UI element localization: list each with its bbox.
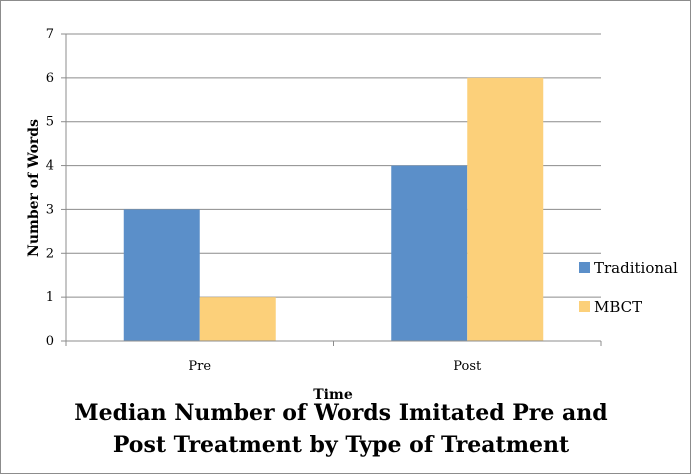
bars (123, 77, 544, 341)
chart-title: Median Number of Words Imitated Pre and … (74, 400, 608, 458)
y-tick-label: 2 (46, 246, 54, 261)
x-tick-labels: Pre Post (188, 359, 482, 374)
y-tick-label: 5 (46, 115, 54, 130)
x-axis-title: Time (313, 387, 353, 403)
legend: Traditional MBCT (579, 259, 678, 316)
axes (65, 34, 601, 342)
bar-traditional-post (391, 165, 468, 341)
y-tick-label: 4 (46, 159, 54, 174)
bar-mbct-pre (199, 297, 276, 341)
y-axis-title: Number of Words (26, 119, 42, 257)
y-tick-label: 1 (46, 290, 54, 305)
legend-swatch-traditional (579, 262, 590, 273)
legend-label-traditional: Traditional (594, 259, 678, 277)
bar-traditional-pre (123, 209, 200, 341)
y-tick-label: 3 (46, 202, 54, 217)
y-tick-labels: 0 1 2 3 4 5 6 7 (46, 27, 54, 349)
legend-label-mbct: MBCT (594, 298, 642, 316)
bar-mbct-post (467, 77, 544, 341)
legend-swatch-mbct (579, 301, 590, 312)
y-tick-label: 6 (46, 71, 54, 86)
x-tick-label: Pre (188, 359, 211, 374)
y-tick-label: 0 (46, 334, 54, 349)
y-tick-label: 7 (46, 27, 54, 42)
x-tick-label: Post (453, 359, 482, 374)
